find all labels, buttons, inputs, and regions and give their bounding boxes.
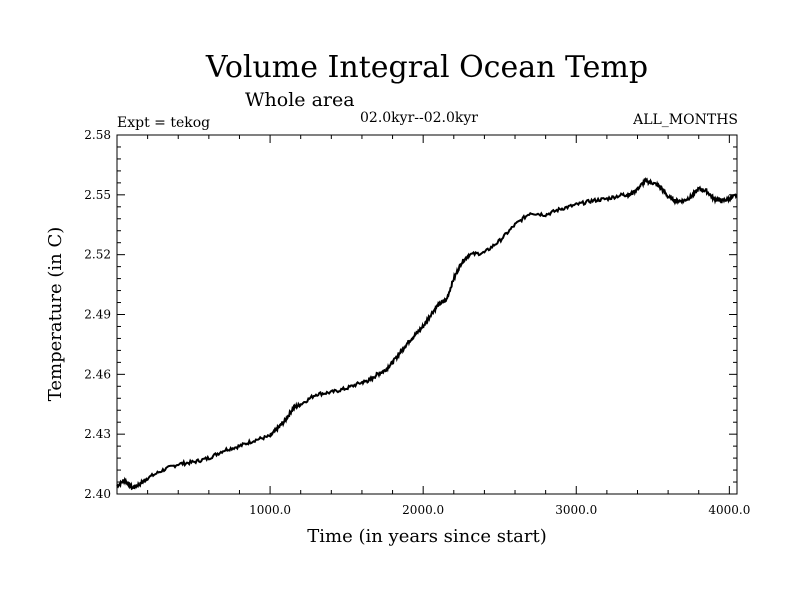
chart-period: 02.0kyr--02.0kyr: [360, 110, 478, 126]
x-axis-label: Time (in years since start): [307, 526, 547, 547]
x-tick-label: 4000.0: [708, 503, 750, 517]
x-axis-ticks: 1000.0 2000.0 3000.0 4000.0: [147, 135, 750, 517]
y-tick-label: 2.58: [84, 128, 111, 142]
x-tick-label: 2000.0: [402, 503, 444, 517]
y-axis-ticks: 2.40 2.43 2.46 2.49 2.52 2.55 2.58: [84, 128, 737, 501]
chart-subtitle: Whole area: [245, 89, 355, 111]
y-tick-label: 2.43: [84, 427, 111, 441]
plot-frame: [116, 134, 738, 495]
y-tick-label: 2.55: [84, 188, 111, 202]
y-tick-label: 2.49: [84, 308, 111, 322]
series-line: [116, 176, 738, 491]
y-tick-label: 2.52: [84, 248, 111, 262]
y-axis-label: Temperature (in C): [45, 227, 66, 402]
plot-area: 1000.0 2000.0 3000.0 4000.0 2.402.432.462.4…: [84, 128, 750, 517]
experiment-label: Expt = tekog: [117, 115, 210, 131]
x-tick-label: 1000.0: [249, 503, 291, 517]
y-tick-label: 2.40: [84, 487, 111, 501]
x-tick-label: 3000.0: [555, 503, 597, 517]
months-label: ALL_MONTHS: [632, 112, 738, 128]
chart-title: Volume Integral Ocean Temp: [205, 50, 648, 85]
y-tick-label: 2.46: [84, 367, 111, 381]
